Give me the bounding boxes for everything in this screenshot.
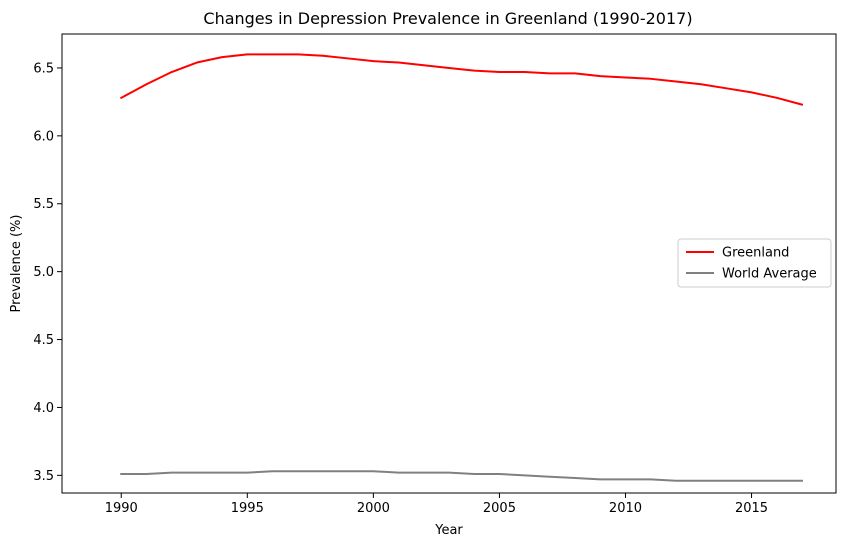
y-tick-label: 4.5 [33, 333, 54, 348]
y-tick-label: 4.0 [33, 401, 54, 416]
y-axis-label: Prevalence (%) [9, 215, 24, 313]
x-tick-label: 2015 [735, 501, 768, 516]
series-line-greenland [119, 53, 804, 106]
series-layer [119, 53, 804, 482]
legend-label: Greenland [722, 246, 789, 261]
x-tick-label: 2000 [357, 501, 390, 516]
x-axis: 1990 1995 2000 2005 2010 2015 [105, 493, 768, 516]
y-tick-label: 6.5 [33, 61, 54, 76]
legend-box [677, 238, 832, 288]
series-line-world-average [120, 470, 803, 482]
y-axis: 3.5 4.0 4.5 5.0 5.5 6.0 6.5 [33, 61, 62, 484]
x-tick-label: 2005 [483, 501, 516, 516]
y-tick-label: 3.5 [33, 469, 54, 484]
x-tick-label: 1990 [105, 501, 138, 516]
x-tick-label: 1995 [231, 501, 264, 516]
x-axis-label: Year [434, 523, 463, 538]
plot-area: 1990 1995 2000 2005 2010 2015 3.5 4.0 4.5 5.0 5.5… [33, 33, 837, 516]
y-tick-label: 5.0 [33, 265, 54, 280]
x-tick-label: 2010 [609, 501, 642, 516]
chart-title: Changes in Depression Prevalence in Gree… [203, 9, 692, 28]
plot-frame [61, 33, 837, 494]
legend-label: World Average [722, 267, 817, 282]
y-tick-label: 5.5 [33, 197, 54, 212]
legend: Greenland World Average [677, 238, 832, 288]
y-tick-label: 6.0 [33, 129, 54, 144]
